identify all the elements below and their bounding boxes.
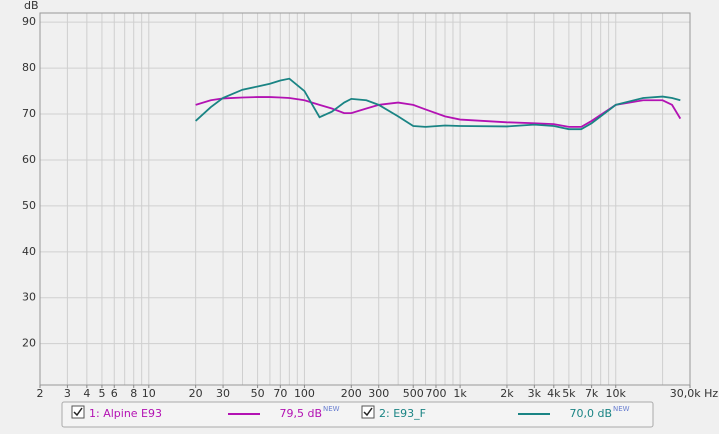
legend-check	[363, 407, 373, 417]
x-tick-label: 8	[130, 387, 137, 400]
y-tick-label: 20	[22, 337, 36, 350]
y-tick-label: 30	[22, 291, 36, 304]
x-tick-label: 50	[251, 387, 265, 400]
x-tick-label: 30,0k Hz	[670, 387, 719, 400]
y-tick-label: 50	[22, 199, 36, 212]
x-tick-label: 10	[142, 387, 156, 400]
x-tick-label: 7k	[585, 387, 599, 400]
x-tick-label: 500	[403, 387, 424, 400]
x-tick-label: 6	[111, 387, 118, 400]
x-tick-label: 4	[83, 387, 90, 400]
legend-checkbox	[361, 405, 375, 419]
x-tick-label: 3k	[528, 387, 542, 400]
y-tick-label: 90	[22, 15, 36, 28]
x-tick-label: 70	[273, 387, 287, 400]
x-tick-label: 10k	[606, 387, 627, 400]
y-tick-label: 40	[22, 245, 36, 258]
legend-name: 2: E93_F	[379, 407, 426, 420]
x-tick-label: 100	[294, 387, 315, 400]
x-tick-label: 5	[98, 387, 105, 400]
legend-box	[61, 401, 654, 428]
legend-level: 79,5 dB	[279, 407, 322, 420]
x-tick-label: 5k	[562, 387, 576, 400]
x-tick-label: 700	[425, 387, 446, 400]
x-tick-label: 4k	[547, 387, 561, 400]
x-tick-label: 1k	[453, 387, 467, 400]
x-tick-label: 3	[64, 387, 71, 400]
x-tick-label: 20	[189, 387, 203, 400]
y-tick-label: 70	[22, 107, 36, 120]
legend-level: 70,0 dB	[569, 407, 612, 420]
y-axis-label: dB	[24, 0, 39, 12]
legend-badge: NEW	[613, 405, 630, 413]
legend-check	[73, 407, 83, 417]
x-tick-label: 2k	[500, 387, 514, 400]
legend-badge: NEW	[323, 405, 340, 413]
legend: 1: Alpine E93 79,5 dB NEW 2: E93_F 70,0 dB NE…	[71, 405, 630, 420]
series-line	[195, 96, 682, 128]
legend-checkbox	[71, 405, 85, 419]
x-tick-label: 300	[368, 387, 389, 400]
x-tick-label: 30	[216, 387, 230, 400]
legend-name: 1: Alpine E93	[89, 407, 162, 420]
plot-area	[39, 12, 691, 386]
y-tick-label: 60	[22, 153, 36, 166]
series-line	[195, 77, 681, 131]
y-tick-label: 80	[22, 61, 36, 74]
x-tick-label: 2	[37, 387, 44, 400]
x-tick-label: 200	[341, 387, 362, 400]
